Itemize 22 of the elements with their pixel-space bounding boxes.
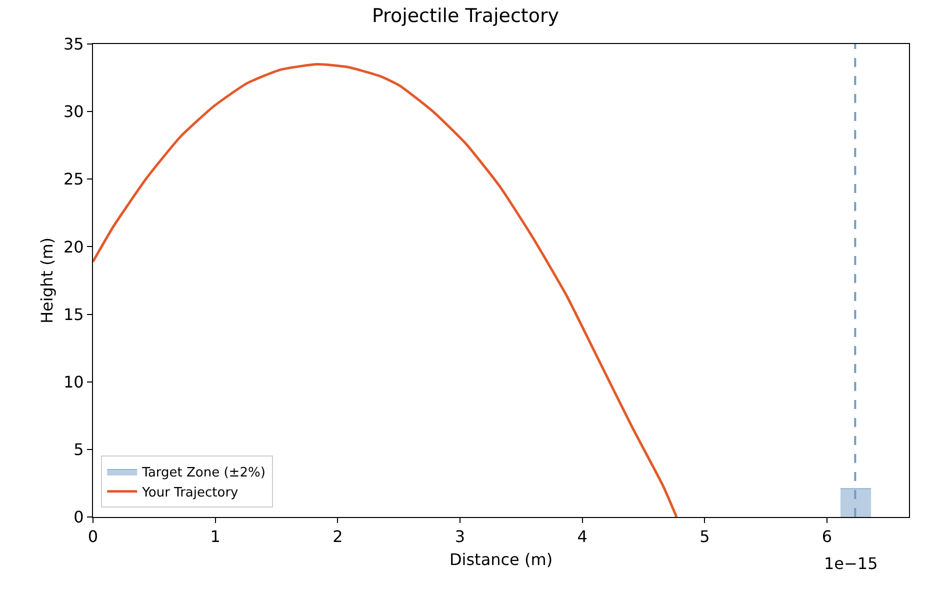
x-tick-label: 6 [822,527,832,546]
x-axis-title: Distance (m) [449,550,553,569]
y-tick-label: 30 [63,102,84,122]
y-tick-label: 20 [63,237,84,256]
y-tick-label: 25 [63,170,84,189]
x-tick-label: 5 [700,527,710,546]
y-tick-label: 35 [63,34,84,54]
legend-label: Your Trajectory [141,485,239,500]
text: 1e−15 [824,554,878,573]
y-tick-label: 10 [63,372,84,392]
y-axis-title: Height (m) [37,237,56,324]
x-tick-label: 0 [88,527,98,546]
legend-label: Target Zone (±2%) [141,466,266,481]
x-tick-label: 3 [454,527,466,546]
y-tick-label: 5 [74,440,84,460]
y-tick-label: 0 [74,508,84,527]
x-tick-label: 2 [332,527,343,546]
line-series [93,63,678,517]
x-tick-label: 1 [210,527,220,546]
y-tick-label: 15 [63,304,84,324]
chart-title: Projectile Trajectory [372,5,560,28]
x-tick-label: 4 [577,527,588,546]
